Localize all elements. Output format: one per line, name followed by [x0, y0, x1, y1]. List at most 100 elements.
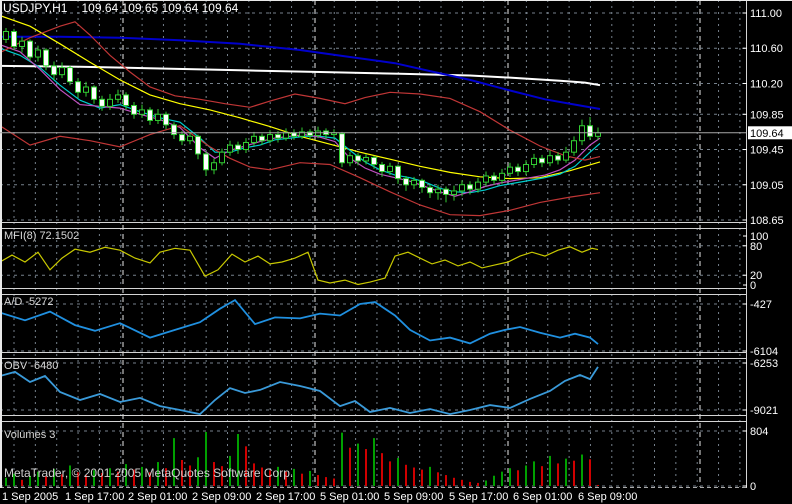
volume-scale-label: 0 [750, 481, 756, 493]
bear-candle [515, 166, 521, 173]
bear-candle [195, 135, 201, 155]
time-axis-label: 1 Sep 2005 [2, 491, 58, 503]
bull-candle [451, 190, 457, 195]
symbol-period-label: USDJPY,H1 [3, 1, 68, 15]
mfi-scale-label: 80 [750, 241, 762, 253]
ad-scale-label: -427 [750, 299, 772, 311]
bull-candle [211, 162, 217, 171]
bull-candle [531, 157, 537, 166]
bull-candle [347, 155, 353, 164]
bull-candle [35, 49, 41, 58]
bear-candle [91, 86, 97, 100]
bear-candle [539, 157, 545, 164]
ad-scale-label: -6104 [750, 346, 778, 358]
bull-candle [499, 172, 505, 181]
bull-candle [107, 98, 113, 107]
ma-magenta-line [0, 44, 601, 197]
bear-candle [291, 132, 297, 137]
metatrader-watermark: MetaTrader, © 2001-2005 MetaQuotes Softw… [4, 466, 294, 480]
obv-series-line [0, 366, 599, 416]
bear-candle [259, 135, 265, 142]
bull-candle [267, 134, 273, 142]
bear-candle [379, 164, 385, 173]
ad-indicator-label: A/D -5272 [4, 296, 54, 308]
ad-series-line [0, 298, 599, 345]
current-price-tag-text: 109.64 [750, 128, 784, 140]
mfi-series-line [0, 246, 599, 286]
obv-scale-label: -9021 [750, 405, 778, 417]
bear-candle [339, 133, 345, 164]
bear-candle [403, 178, 409, 186]
price-scale-label: 109.85 [750, 109, 784, 121]
price-scale-label: 109.45 [750, 145, 784, 157]
bull-candle [571, 140, 577, 153]
bear-candle [235, 144, 241, 151]
bull-candle [3, 30, 9, 40]
bull-candle [411, 179, 417, 186]
price-scale-label: 111.00 [750, 8, 782, 20]
bear-candle [123, 94, 129, 106]
mfi-scale-label: 0 [750, 280, 756, 292]
bull-candle [507, 166, 513, 174]
bull-candle [459, 184, 465, 192]
bull-candle [475, 181, 481, 190]
chart-title: USDJPY,H1 109.64 109.65 109.64 109.64 [3, 2, 238, 15]
bear-candle [51, 65, 57, 76]
bear-candle [203, 153, 209, 171]
bull-candle [483, 175, 489, 183]
bull-candle [59, 67, 65, 76]
bear-candle [75, 81, 81, 93]
bull-candle [563, 151, 569, 161]
bear-candle [131, 104, 137, 115]
time-axis-label: 5 Sep 01:00 [320, 491, 379, 503]
bear-candle [67, 67, 73, 83]
bull-candle [19, 40, 25, 47]
bull-candle [523, 164, 529, 173]
bear-candle [163, 113, 169, 126]
bull-candle [115, 94, 121, 100]
bull-candle [227, 144, 233, 153]
bear-candle [419, 179, 425, 188]
bear-candle [275, 134, 281, 139]
bull-candle [299, 131, 305, 137]
bear-candle [555, 155, 561, 161]
bull-candle [547, 155, 553, 164]
price-scale-label: 109.05 [750, 180, 784, 192]
ma-white-line [0, 64, 601, 87]
mfi-scale-label: 20 [750, 270, 762, 282]
bull-candle [243, 141, 249, 151]
bull-candle [595, 132, 601, 137]
bear-candle [443, 188, 449, 195]
ohlc-values: 109.64 109.65 109.64 109.64 [81, 1, 239, 15]
bear-candle [355, 155, 361, 162]
bear-candle [179, 134, 185, 142]
mfi-indicator-label: MFI(8) 72.1502 [4, 230, 80, 242]
time-axis-label: 6 Sep 09:00 [578, 491, 637, 503]
bear-candle [587, 125, 593, 137]
bull-candle [251, 135, 257, 143]
time-axis-label: 5 Sep 17:00 [449, 491, 508, 503]
bear-candle [395, 165, 401, 180]
bull-candle [387, 165, 393, 173]
time-axis-label: 2 Sep 01:00 [128, 491, 187, 503]
bull-candle [435, 188, 441, 194]
mfi-scale-label: 100 [750, 231, 768, 243]
volume-scale-label: 804 [750, 426, 768, 438]
current-price-tag [748, 126, 792, 140]
bull-candle [139, 109, 145, 115]
bull-candle [283, 132, 289, 139]
time-axis-label: 2 Sep 17:00 [256, 491, 315, 503]
volumes-indicator-label: Volumes 3 [4, 429, 56, 441]
bear-candle [171, 124, 177, 136]
price-scale-label: 110.20 [750, 78, 783, 90]
price-scale-label: 110.60 [750, 43, 783, 55]
obv-scale-label: -6253 [750, 358, 778, 370]
bear-candle [27, 40, 33, 58]
bear-candle [43, 49, 49, 67]
bear-candle [491, 175, 497, 181]
bear-candle [11, 30, 17, 47]
time-axis-label: 2 Sep 09:00 [192, 491, 251, 503]
